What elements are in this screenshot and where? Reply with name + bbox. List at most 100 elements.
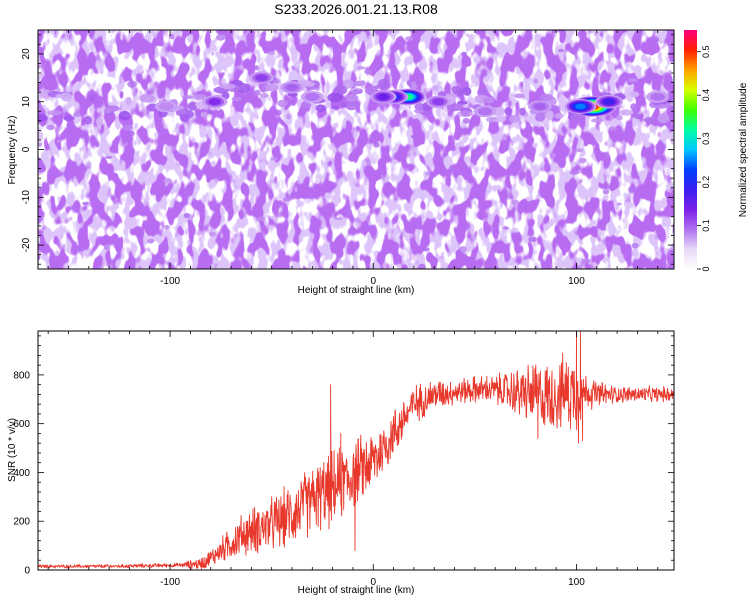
colorbar-tick-label: 0.1 — [701, 219, 711, 232]
heatmap-noise-cell — [272, 78, 280, 84]
heatmap-ridge-cell — [630, 103, 638, 111]
heatmap-noise-cell — [608, 126, 617, 131]
heatmap-noise-cell — [286, 113, 291, 120]
heatmap-ridge-cell — [331, 105, 340, 110]
snr-axes: -100 0 100 0 200 400 600 800 — [13, 331, 674, 588]
heatmap-noise-cell — [616, 114, 623, 121]
heatmap-noise-cell — [163, 178, 173, 184]
heatmap-ridge-cell — [327, 92, 343, 103]
heatmap-noise-cell — [253, 65, 259, 71]
heatmap-ridge-cell — [352, 88, 361, 95]
heatmap-noise-cell — [461, 109, 470, 116]
heatmap-ridge-cell — [188, 101, 198, 111]
heatmap-ridge-cell — [118, 110, 131, 121]
heatmap-hotspot — [595, 94, 623, 109]
heatmap-noise-cell — [410, 134, 418, 139]
heatmap-ridge-cell — [539, 93, 554, 102]
heatmap-ridge-cell — [657, 113, 670, 124]
heatmap-ridge-cell — [342, 79, 354, 89]
heatmap-noise-cell — [126, 130, 135, 137]
heatmap-ridge-cell — [89, 94, 96, 103]
heatmap-marks — [38, 33, 674, 269]
heatmap-ridge-cell — [656, 103, 668, 109]
snr-frame — [37, 330, 675, 571]
heatmap-ytick-label: 10 — [21, 96, 32, 108]
figure-title: S233.2026.001.21.13.R08 — [274, 1, 438, 17]
heatmap-noise-cell — [557, 48, 565, 53]
heatmap-ridge-cell — [192, 94, 207, 100]
heatmap-ridge-cell — [259, 93, 269, 99]
heatmap-ridge-cell — [301, 102, 312, 109]
heatmap-noise-cell — [569, 170, 580, 175]
heatmap-noise-cell — [82, 201, 90, 206]
heatmap-noise-cell — [46, 124, 55, 131]
heatmap-noise-cell — [282, 197, 292, 202]
heatmap-noise-cell — [364, 68, 372, 75]
snr-xtick-label: 100 — [568, 577, 585, 588]
heatmap-ridge-cell — [299, 81, 316, 87]
snr-ytick-label: 800 — [13, 370, 30, 381]
heatmap-noise-cell — [625, 198, 632, 203]
heatmap-ridge-cell — [457, 87, 465, 98]
heatmap-noise-cell — [218, 88, 226, 94]
heatmap-noise-cell — [164, 224, 170, 230]
heatmap-noise-cell — [650, 38, 658, 42]
heatmap-ridge-cell — [432, 85, 439, 91]
heatmap-ridge-cell — [287, 92, 298, 97]
heatmap-noise-cell — [104, 243, 110, 251]
heatmap-ytick-label: 20 — [21, 48, 32, 60]
heatmap-ridge-cell — [345, 94, 359, 102]
heatmap-noise-cell — [127, 81, 137, 88]
colorbar-tick-label: 0.3 — [701, 132, 711, 145]
heatmap-hotspot — [202, 95, 228, 108]
heatmap-hotspot-ring — [432, 98, 445, 106]
heatmap-ridge-cell — [629, 91, 640, 98]
heatmap-ridge-cell — [231, 96, 242, 102]
heatmap-noise-cell — [147, 238, 155, 244]
heatmap-ridge-cell — [104, 107, 112, 114]
heatmap-noise-cell — [459, 246, 467, 253]
snr-ytick-label: 600 — [13, 419, 30, 430]
heatmap-noise-cell — [123, 124, 133, 131]
heatmap-noise-cell — [581, 258, 591, 264]
heatmap-noise-cell — [56, 139, 61, 143]
heatmap-ridge-cell — [55, 93, 65, 99]
colorbar-tick-label: 0.4 — [701, 89, 711, 102]
heatmap-hotspot-ring — [158, 102, 174, 111]
colorbar-label: Normalized spectral amplitude — [738, 82, 749, 217]
heatmap-ridge-cell — [643, 117, 657, 123]
colorbar: 0 0.1 0.2 0.3 0.4 0.5 Normalized spectral amp… — [684, 30, 749, 272]
heatmap-noise-cell — [627, 78, 638, 83]
heatmap-speckle — [38, 30, 674, 269]
heatmap-noise-cell — [66, 122, 74, 129]
heatmap-ridge-cell — [96, 116, 104, 126]
heatmap-noise-cell — [404, 36, 414, 41]
heatmap-ridge-cell — [38, 103, 43, 111]
colorbar-gradient — [684, 30, 697, 269]
heatmap-noise-cell — [628, 186, 633, 193]
snr-xtick-label: 0 — [370, 577, 376, 588]
heatmap-ridge-cell — [38, 114, 48, 122]
heatmap-ridge-cell — [200, 111, 208, 118]
heatmap-ridge-cell — [485, 116, 497, 123]
heatmap-hotspot — [370, 90, 397, 104]
heatmap-ridge-cell — [179, 113, 189, 122]
heatmap-ridge-cell — [341, 101, 348, 108]
heatmap-ridge-cell — [334, 85, 348, 95]
heatmap-ridge-cell — [195, 111, 202, 118]
heatmap-ridge-cell — [504, 107, 513, 115]
heatmap-hotspot-ring — [650, 92, 665, 101]
heatmap-noise-cell — [449, 165, 455, 172]
heatmap-noise-cell — [38, 142, 43, 147]
heatmap-noise-cell — [410, 81, 417, 86]
heatmap-hotspot-ring — [208, 98, 221, 106]
heatmap-ridge-cell — [315, 104, 326, 113]
heatmap-ridge-cell — [446, 103, 463, 112]
heatmap-noise-cell — [104, 155, 113, 159]
heatmap-noise-cell — [617, 202, 622, 206]
heatmap-hotspot-ring — [477, 107, 493, 116]
heatmap-ridge-cell — [457, 100, 468, 105]
heatmap-ridge-cell — [462, 87, 472, 96]
